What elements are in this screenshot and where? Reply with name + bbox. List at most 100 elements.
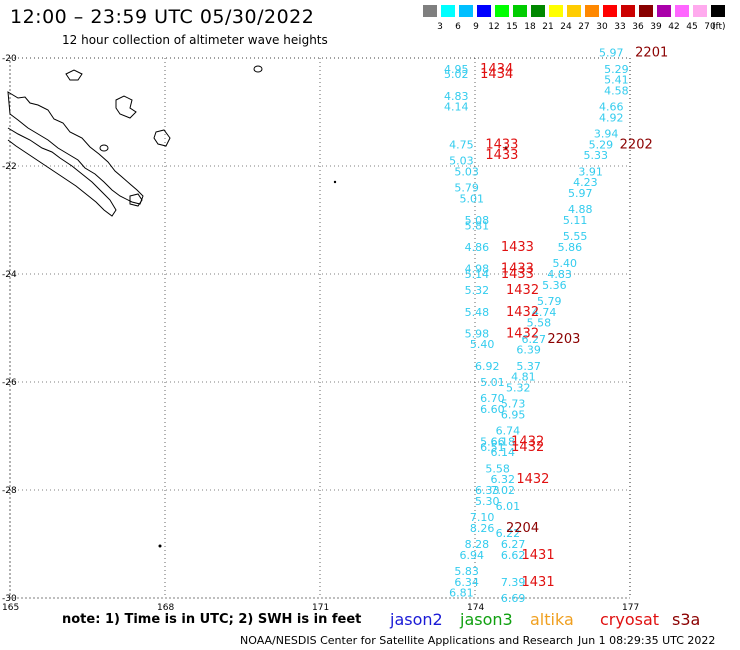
wave-height-value: 6.62 [501, 549, 526, 562]
wave-height-value: 5.32 [506, 381, 531, 394]
wave-height-value: 4.58 [604, 84, 629, 97]
wave-height-value: 6.94 [460, 549, 485, 562]
pass-time-label: 1432 [516, 472, 549, 487]
lon-tick-label: 177 [622, 603, 639, 613]
wave-height-value: 5.32 [465, 284, 490, 297]
lat-tick-label: -24 [2, 270, 17, 280]
wave-height-value: 7.02 [491, 484, 516, 497]
pass-time-label: 1431 [522, 575, 555, 590]
scale-swatch [566, 4, 582, 18]
wave-height-value: 6.22 [496, 527, 520, 540]
wave-height-value: 5.40 [553, 257, 578, 270]
wave-height-value: 6.95 [501, 408, 526, 421]
wave-height-value: 4.92 [599, 111, 624, 124]
wave-height-value: 6.27 [522, 333, 547, 346]
wave-height-value: 8.28 [465, 538, 490, 551]
wave-height-value: 5.01 [480, 376, 505, 389]
satellite-legend-item: altika [530, 610, 574, 629]
pass-time-label: 2204 [506, 521, 539, 536]
wave-height-value: 5.66 [480, 435, 505, 448]
pass-time-label: 1433 [501, 262, 534, 277]
wave-height-value: 6.81 [449, 587, 474, 600]
scale-swatch [530, 4, 546, 18]
islet-4 [158, 544, 162, 548]
islet-1 [99, 144, 109, 152]
wave-height-value: 5.11 [563, 214, 588, 227]
scale-swatch [440, 4, 456, 18]
wave-height-value: 5.97 [599, 47, 624, 60]
lat-tick-label: -28 [2, 486, 17, 496]
wave-height-value: 5.01 [460, 192, 485, 205]
pass-time-label: 1433 [485, 148, 518, 163]
scale-unit-label: (ft) [712, 22, 726, 32]
scale-label: 33 [614, 22, 626, 32]
scale-label: 24 [560, 22, 572, 32]
loyalty-island-1 [115, 95, 137, 119]
pass-time-label: 1432 [506, 283, 539, 298]
wave-height-value: 6.33 [475, 484, 500, 497]
wave-height-value: 5.79 [537, 295, 562, 308]
scale-swatch [620, 4, 636, 18]
wave-height-value: 5.29 [604, 63, 629, 76]
wave-height-value: 5.83 [454, 565, 479, 578]
scale-swatch [548, 4, 564, 18]
wave-height-value: 5.30 [475, 495, 500, 508]
new-caledonia-coast [7, 91, 144, 205]
pass-time-label: 1432 [506, 305, 539, 320]
lon-tick-label: 171 [312, 603, 329, 613]
satellite-legend-item: cryosat [600, 610, 660, 629]
scale-swatch [602, 4, 618, 18]
scale-swatch [476, 4, 492, 18]
wave-height-value: 5.81 [465, 219, 490, 232]
wave-height-value: 6.39 [516, 344, 541, 357]
scale-label: 27 [578, 22, 590, 32]
wave-height-value: 4.75 [449, 138, 474, 151]
wave-height-value: 6.92 [475, 360, 500, 373]
wave-height-value: 5.98 [465, 327, 490, 340]
small-island [65, 69, 83, 81]
scale-swatch [692, 4, 708, 18]
wave-height-value: 3.91 [578, 165, 603, 178]
pass-time-label: 1431 [522, 548, 555, 563]
wave-height-value: 5.03 [454, 165, 479, 178]
wave-height-value: 4.66 [599, 101, 624, 114]
pass-time-label: 2202 [620, 137, 653, 152]
wave-height-value: 4.23 [573, 176, 598, 189]
wave-height-value: 6.34 [454, 576, 479, 589]
wave-height-value: 5.29 [589, 138, 614, 151]
wave-height-value: 5.37 [516, 360, 541, 373]
wave-height-value: 4.74 [532, 306, 557, 319]
wave-height-value: 6.74 [496, 425, 520, 438]
scale-label: 42 [668, 22, 680, 32]
wave-height-value: 6.18 [491, 435, 516, 448]
wave-height-value: 5.86 [558, 241, 583, 254]
wave-height-value: 6.69 [501, 592, 526, 605]
wave-height-value: 4.83 [444, 90, 469, 103]
lat-tick-label: -20 [2, 54, 17, 64]
wave-height-value: 6.70 [480, 392, 505, 405]
walpole-island [253, 65, 263, 73]
coastline [7, 65, 508, 548]
scale-label: 70 [704, 22, 716, 32]
scale-label: 6 [455, 22, 461, 32]
wave-height-value: 6.01 [496, 500, 520, 513]
scale-swatch [422, 4, 438, 18]
wave-height-value: 7.10 [470, 511, 495, 524]
wave-height-value: 4.98 [465, 263, 490, 276]
pass-time-label: 1432 [511, 440, 544, 455]
wave-height-value: 3.94 [594, 128, 619, 141]
scale-label: 9 [473, 22, 479, 32]
scale-swatch [638, 4, 654, 18]
wave-height-value: 5.08 [465, 214, 490, 227]
pass-time-label: 2201 [635, 46, 668, 61]
scale-swatch [458, 4, 474, 18]
wave-height-value: 5.97 [568, 187, 593, 200]
credit-line: NOAA/NESDIS Center for Satellite Applica… [240, 634, 574, 647]
map-grid [9, 57, 631, 599]
wave-height-value: 5.41 [604, 74, 629, 87]
pass-time-label: 1434 [480, 62, 513, 77]
lat-tick-label: -26 [2, 378, 17, 388]
wave-height-value: 5.02 [444, 68, 469, 81]
wave-height-value: 8.26 [470, 522, 495, 535]
